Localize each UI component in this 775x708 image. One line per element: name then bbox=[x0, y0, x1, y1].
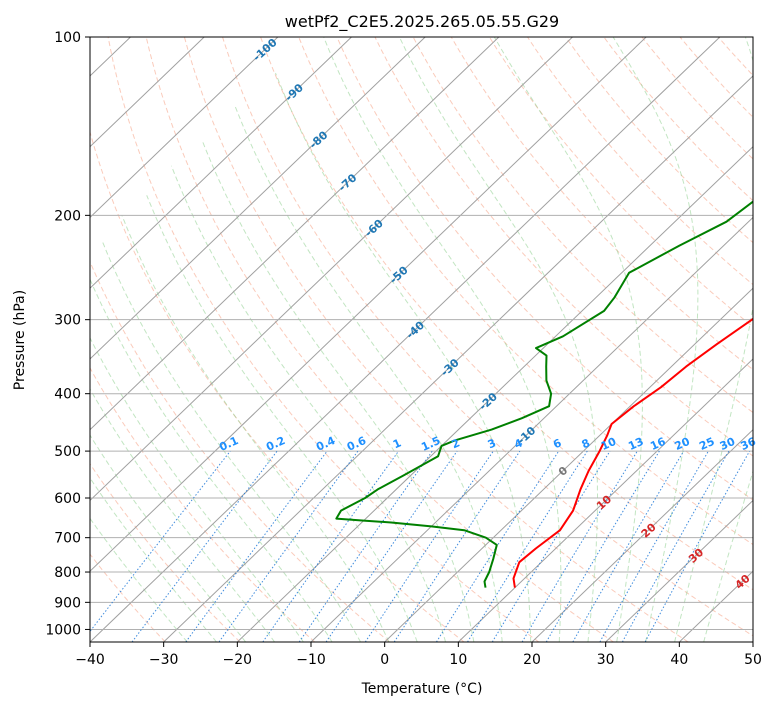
x-tick-label: 50 bbox=[744, 652, 762, 668]
mixing-ratio-line bbox=[132, 451, 277, 642]
dry-adiabat bbox=[299, 37, 775, 642]
moist-adiabat bbox=[399, 37, 597, 642]
mixing-ratio-line bbox=[492, 451, 610, 642]
dry-adiabat bbox=[146, 37, 613, 642]
x-tick-label: 30 bbox=[597, 652, 615, 668]
dry-adiabat bbox=[375, 37, 775, 642]
x-axis-label: Temperature (°C) bbox=[361, 681, 483, 697]
y-tick-label: 400 bbox=[54, 387, 81, 403]
isotherm-line bbox=[0, 37, 499, 642]
y-tick-label: 100 bbox=[54, 30, 81, 46]
series-layer bbox=[336, 37, 775, 588]
mixing-ratio-label: 13 bbox=[626, 435, 645, 453]
mixing-ratio-label: 20 bbox=[673, 435, 693, 453]
x-tick-label: 40 bbox=[670, 652, 688, 668]
y-tick-label: 500 bbox=[54, 444, 81, 460]
x-tick-label: 20 bbox=[523, 652, 541, 668]
y-tick-label: 1000 bbox=[45, 622, 81, 638]
y-axis-label: Pressure (hPa) bbox=[12, 290, 28, 390]
mixing-ratio-label: 16 bbox=[648, 435, 668, 453]
x-tick-label: −10 bbox=[296, 652, 326, 668]
isotherm-line bbox=[164, 37, 775, 642]
dry-adiabat bbox=[0, 37, 240, 642]
moist-adiabat bbox=[63, 278, 304, 642]
dry-adiabat bbox=[0, 37, 315, 642]
isotherm-line bbox=[532, 37, 775, 642]
mixing-ratio-label: 10 bbox=[599, 435, 619, 453]
mixing-ratio-line bbox=[573, 451, 684, 642]
y-tick-label: 900 bbox=[54, 595, 81, 611]
isotherm-line bbox=[458, 37, 775, 642]
chart-title: wetPf2_C2E5.2025.265.05.55.G29 bbox=[285, 12, 559, 32]
mixing-ratio-label: 8 bbox=[580, 436, 592, 451]
x-axis: −40 −30 −20 −10 0 10 20 30 40 50 bbox=[75, 642, 762, 668]
x-tick-label: −40 bbox=[75, 652, 105, 668]
mixing-ratio-line bbox=[186, 451, 327, 642]
x-tick-label: −30 bbox=[149, 652, 179, 668]
mixing-ratio-line bbox=[82, 451, 231, 642]
isotherm-line bbox=[0, 37, 57, 642]
y-tick-label: 600 bbox=[54, 491, 81, 507]
dry-adiabat bbox=[451, 37, 775, 642]
mixing-ratio-line bbox=[436, 451, 558, 642]
moist-adiabat bbox=[324, 37, 561, 642]
isotherm-line bbox=[311, 37, 775, 642]
moist-adiabat bbox=[44, 293, 275, 642]
moist-adiabat bbox=[494, 37, 642, 642]
x-tick-label: −20 bbox=[223, 652, 253, 668]
isotherm-line bbox=[0, 37, 204, 642]
isotherm-line bbox=[0, 37, 425, 642]
dry-adiabat bbox=[566, 37, 775, 642]
isotherm-line bbox=[0, 37, 352, 642]
moist-adiabat bbox=[276, 73, 531, 642]
moist-adiabat bbox=[81, 257, 333, 642]
moist-adiabat bbox=[27, 311, 246, 642]
mixing-ratio-label: 25 bbox=[697, 435, 716, 453]
y-tick-label: 200 bbox=[54, 208, 81, 224]
y-tick-label: 800 bbox=[54, 565, 81, 581]
dry-adiabat bbox=[718, 37, 775, 642]
dewpoint-profile-line bbox=[336, 37, 775, 588]
mixing-ratio-line bbox=[600, 451, 709, 642]
dry-adiabat bbox=[756, 37, 775, 642]
x-tick-label: 10 bbox=[449, 652, 467, 668]
dry-adiabat bbox=[32, 37, 390, 642]
dry-adiabat bbox=[413, 37, 775, 642]
plot-frame bbox=[90, 37, 753, 642]
moist-adiabat bbox=[10, 328, 216, 642]
isotherm-line bbox=[385, 37, 775, 642]
moist-adiabat bbox=[147, 195, 418, 642]
mixing-ratio-lines bbox=[82, 451, 750, 642]
dry-adiabat bbox=[528, 37, 775, 642]
y-tick-label: 300 bbox=[54, 313, 81, 329]
dry-adiabat bbox=[604, 37, 775, 642]
mixing-ratio-label: 6 bbox=[551, 436, 564, 451]
y-axis: 100 200 300 400 500 600 700 800 900 1000 bbox=[45, 30, 90, 638]
y-tick-label: 700 bbox=[54, 531, 81, 547]
mixing-ratio-line bbox=[365, 451, 493, 642]
moist-adiabat bbox=[171, 166, 445, 642]
mixing-ratio-label: 36 bbox=[739, 435, 759, 453]
dry-adiabat bbox=[223, 37, 763, 642]
mixing-ratio-line bbox=[326, 451, 457, 642]
mixing-ratio-line bbox=[546, 451, 659, 642]
moist-adiabat bbox=[704, 37, 775, 642]
moist-adiabat bbox=[0, 344, 187, 642]
isotherm-line bbox=[753, 37, 775, 642]
x-tick-label: 0 bbox=[380, 652, 389, 668]
isotherm-line bbox=[0, 37, 278, 642]
moist-adiabat bbox=[203, 141, 474, 642]
mixing-ratio-label: 30 bbox=[718, 435, 738, 453]
dry-adiabat bbox=[184, 37, 688, 642]
